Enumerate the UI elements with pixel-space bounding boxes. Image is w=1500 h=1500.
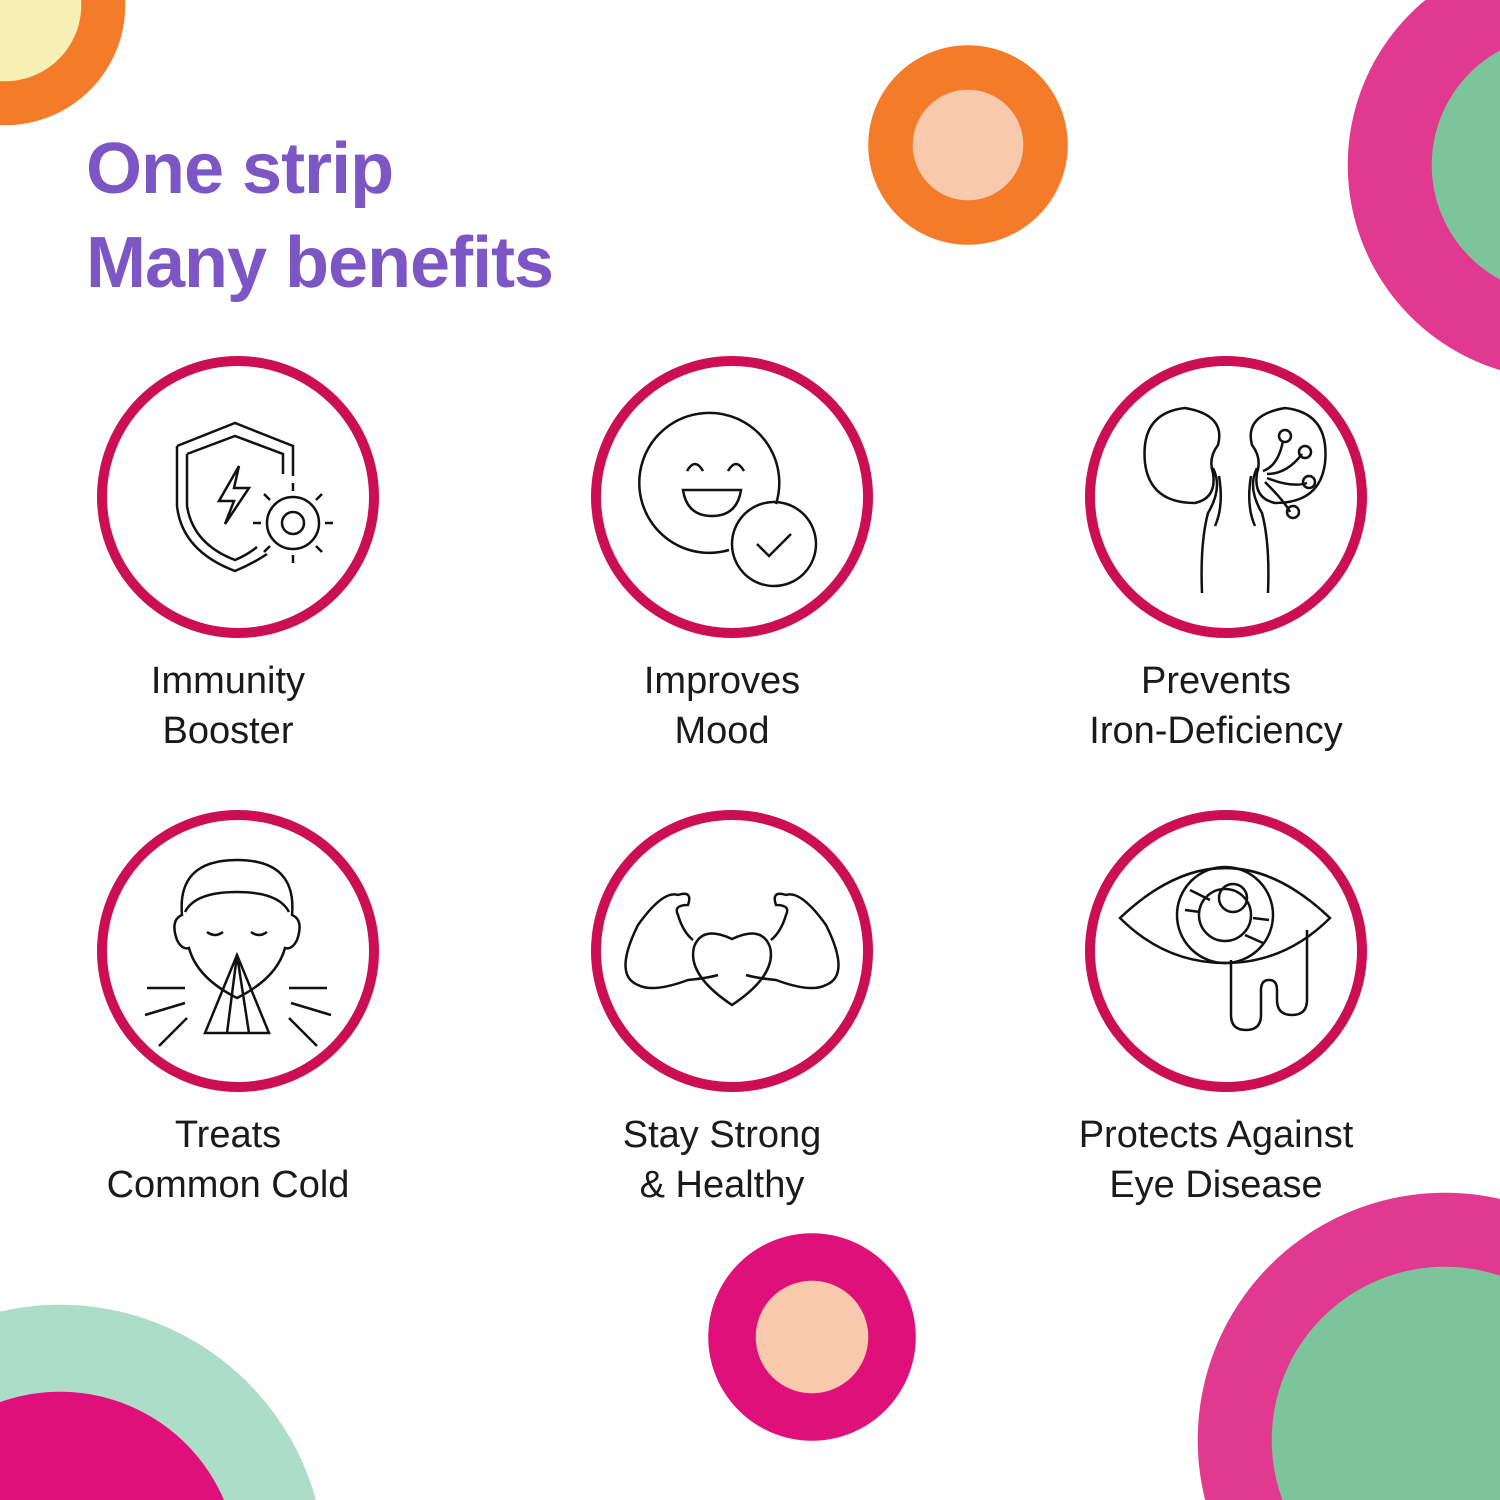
label-line2: Common Cold — [106, 1164, 350, 1206]
icon-ring — [1085, 810, 1367, 1092]
benefit-label: Stay Strong & Healthy — [512, 1110, 932, 1210]
benefit-label: Improves Mood — [512, 656, 932, 756]
smiley-check-icon — [638, 411, 818, 588]
label-line2: Mood — [674, 710, 770, 752]
benefit-label: Treats Common Cold — [18, 1110, 438, 1210]
deco-circle-bottom-right — [1190, 1190, 1500, 1500]
icon-ring — [1085, 356, 1367, 638]
muscle-heart-icon — [624, 892, 840, 1007]
benefit-strong: Stay Strong & Healthy — [512, 810, 932, 1210]
label-line2: Iron-Deficiency — [1089, 710, 1343, 752]
headline-line1: One strip — [86, 129, 394, 209]
eye-disease-icon — [1118, 865, 1332, 1032]
benefit-immunity: Immunity Booster — [18, 356, 438, 756]
label-line1: Stay Strong — [622, 1114, 822, 1156]
deco-circle-top-center — [868, 45, 1068, 245]
deco-circle-top-left — [0, 0, 130, 130]
label-line2: Booster — [162, 710, 294, 752]
benefit-label: Prevents Iron-Deficiency — [1006, 656, 1426, 756]
icon-ring — [97, 356, 379, 638]
benefit-iron: Prevents Iron-Deficiency — [1006, 356, 1426, 756]
shield-virus-icon — [175, 421, 333, 573]
headline: One strip Many benefits — [86, 122, 554, 310]
deco-circle-bottom-left — [0, 1290, 340, 1500]
deco-circle-top-right — [1340, 0, 1500, 380]
icon-ring — [591, 810, 873, 1092]
benefit-eye: Protects Against Eye Disease — [1006, 810, 1426, 1210]
benefit-label: Immunity Booster — [18, 656, 438, 756]
icon-ring — [97, 810, 379, 1092]
kidney-icon — [1143, 406, 1327, 594]
benefit-mood: Improves Mood — [512, 356, 932, 756]
label-line1: Improves — [643, 660, 801, 702]
benefit-cold: Treats Common Cold — [18, 810, 438, 1210]
label-line1: Treats — [174, 1114, 282, 1156]
label-line1: Prevents — [1141, 660, 1291, 702]
label-line2: Eye Disease — [1109, 1164, 1323, 1206]
label-line2: & Healthy — [639, 1164, 805, 1206]
label-line1: Immunity — [150, 660, 306, 702]
sneezing-face-icon — [144, 858, 332, 1047]
deco-circle-bottom-center — [708, 1233, 916, 1441]
headline-line2: Many benefits — [86, 223, 554, 303]
label-line1: Protects Against — [1078, 1114, 1354, 1156]
benefit-label: Protects Against Eye Disease — [1006, 1110, 1426, 1210]
icon-ring — [591, 356, 873, 638]
